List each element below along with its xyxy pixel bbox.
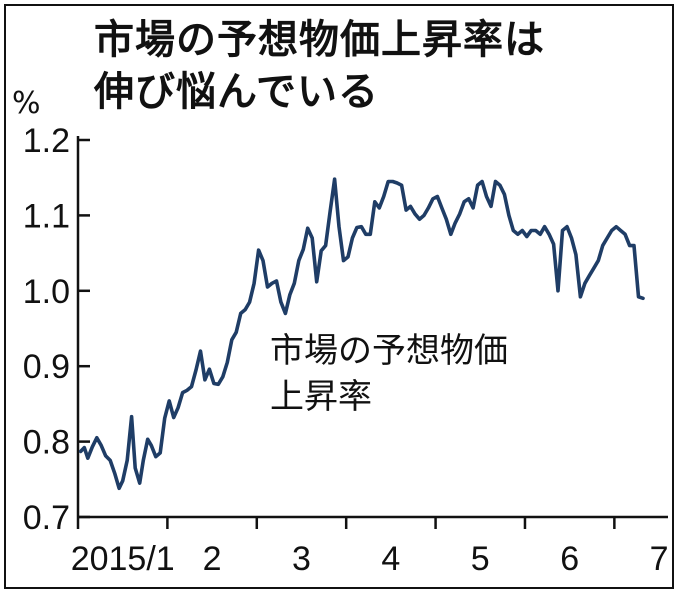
y-axis-unit: % (12, 86, 41, 121)
chart-title-line-1: 市場の予想物価上昇率は (94, 17, 545, 63)
y-tick-label: 1.2 (23, 122, 70, 160)
series-annotation-line-1: 市場の予想物価 (270, 331, 508, 371)
x-tick-label: 2015/1 (71, 540, 175, 578)
chart-frame (4, 4, 674, 589)
chart-title: 市場の予想物価上昇率は 伸び悩んでいる (94, 14, 545, 118)
x-tick-label: 4 (381, 540, 400, 578)
x-tick-label: 5 (471, 540, 490, 578)
x-tick-label: 7 (650, 540, 669, 578)
x-tick-label: 6 (560, 540, 579, 578)
y-tick-label: 0.7 (23, 499, 70, 537)
x-tick-label: 3 (292, 540, 311, 578)
y-tick-label: 1.0 (23, 273, 70, 311)
y-tick-label: 0.8 (23, 424, 70, 462)
y-tick-label: 0.9 (23, 348, 70, 386)
series-line (78, 177, 645, 491)
series-annotation-line-2: 上昇率 (270, 377, 372, 417)
y-tick-label: 1.1 (23, 197, 70, 235)
chart-title-line-2: 伸び悩んでいる (94, 69, 379, 115)
x-tick-label: 2 (203, 540, 222, 578)
